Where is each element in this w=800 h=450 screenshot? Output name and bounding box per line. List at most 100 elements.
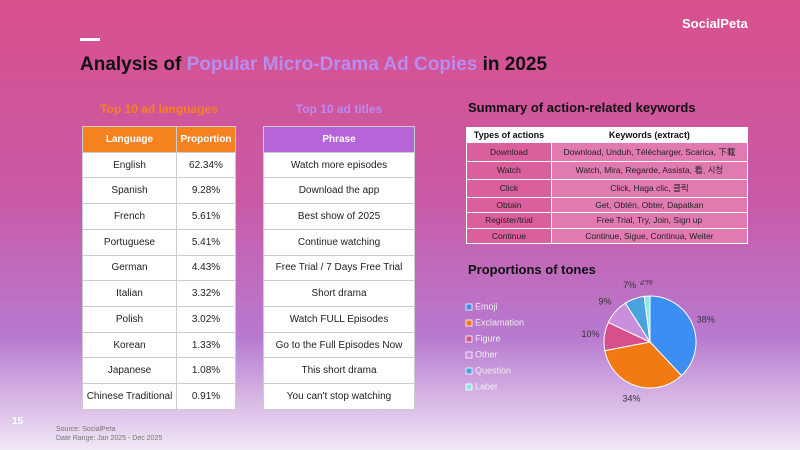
section-title: Top 10 ad languages — [100, 102, 218, 116]
pie-slice — [649, 295, 697, 377]
table-cell: Click — [466, 178, 552, 198]
table-cell: Watch — [466, 160, 552, 180]
header-cell: Keywords (extract) — [550, 126, 749, 144]
table-row: Free Trial / 7 Days Free Trial — [263, 254, 415, 282]
table-cell: Chinese Traditional — [82, 383, 177, 410]
table-cell: Free Trial / 7 Days Free Trial — [263, 254, 415, 282]
table-row: Watch Watch, Mira, Regarde, Assista, 看, 시… — [466, 160, 749, 180]
table-row: Spanish 9.28% — [82, 177, 236, 205]
table-row: Continue watching — [263, 228, 415, 256]
table-row: Polish 3.02% — [82, 306, 236, 333]
table-cell: 5.61% — [176, 203, 236, 230]
table-cell: Korean — [82, 331, 177, 359]
table-row: Watch more episodes — [263, 151, 415, 179]
date-range: Date Range: Jan 2025 - Dec 2025 — [56, 435, 163, 442]
table-row: Short drama — [263, 280, 415, 308]
table-row: Download Download, Unduh, Télécharger, Sc… — [466, 142, 749, 162]
table-cell: Continue watching — [263, 228, 415, 256]
table-cell: Watch more episodes — [263, 151, 415, 179]
header-row: Types of actions Keywords (extract) — [466, 126, 749, 144]
legend-label: Figure — [475, 333, 501, 343]
legend-swatch — [465, 303, 473, 311]
table-row: You can't stop watching — [263, 383, 415, 410]
header-cell: Types of actions — [466, 126, 552, 144]
table-cell: Free Trial, Try, Join, Sign up — [550, 212, 749, 229]
table-cell: Italian — [82, 280, 177, 308]
pie-slice — [604, 341, 683, 389]
table-cell: English — [82, 151, 177, 179]
logo: SocialPeta — [682, 16, 748, 31]
table-row: Italian 3.32% — [82, 280, 236, 308]
table-row: Obtain Get, Obtén, Obter, Dapatkan — [466, 196, 749, 214]
table-cell: Download the app — [263, 177, 415, 205]
slice-label: 34% — [622, 393, 640, 403]
table-cell: Go to the Full Episodes Now — [263, 331, 415, 359]
table-row: Best show of 2025 — [263, 203, 415, 230]
header-row: Phrase — [263, 126, 415, 153]
chart-title: Proportions of tones — [468, 262, 596, 277]
table-row: Watch FULL Episodes — [263, 306, 415, 333]
table-cell: 3.02% — [176, 306, 236, 333]
table-cell: Continue — [466, 227, 552, 245]
table: Language Proportion English 62.34% Spanish 9.… — [82, 126, 236, 410]
table-cell: Polish — [82, 306, 177, 333]
table-cell: Click, Haga clic, 클릭 — [550, 178, 749, 198]
table-cell: Best show of 2025 — [263, 203, 415, 230]
section-title: Summary of action-related keywords — [468, 100, 696, 115]
table: Phrase Watch more episodes Download the ap… — [263, 126, 415, 410]
accent-bar — [80, 38, 100, 41]
header-cell: Proportion — [176, 126, 236, 153]
page-number: 15 — [12, 416, 24, 427]
pie-chart: 38% Emoji 34% Exclamation 10% Figure 9% Other 7%… — [465, 280, 715, 403]
table-row: Download the app — [263, 177, 415, 205]
legend-label: Question — [475, 365, 511, 375]
legend-label: Label — [475, 381, 497, 391]
table-cell: Download, Unduh, Télécharger, Scarica, 下… — [550, 142, 749, 162]
table-cell: Japanese — [82, 357, 177, 385]
table-cell: Get, Obtén, Obter, Dapatkan — [550, 196, 749, 214]
legend-label: Emoji — [475, 301, 498, 311]
table-cell: French — [82, 203, 177, 230]
legend-swatch — [465, 351, 473, 359]
table-cell: This short drama — [263, 357, 415, 385]
header-cell: Language — [82, 126, 177, 153]
table-cell: 0.91% — [176, 383, 236, 410]
table-cell: 3.32% — [176, 280, 236, 308]
table-row: English 62.34% — [82, 151, 236, 179]
pie-slice — [643, 295, 651, 343]
table-cell: Register/trial — [466, 212, 552, 229]
table: Types of actions Keywords (extract) Downlo… — [466, 126, 749, 245]
table-row: Portuguese 5.41% — [82, 228, 236, 256]
table-cell: Portuguese — [82, 228, 177, 256]
section-title: Top 10 ad titles — [295, 102, 383, 116]
table-row: Japanese 1.08% — [82, 357, 236, 385]
legend-label: Other — [475, 349, 498, 359]
slice-label: 9% — [598, 297, 611, 307]
table-row: Continue Continue, Sigue, Continua, Weite… — [466, 227, 749, 245]
title-part: in 2025 — [477, 54, 548, 75]
table-row: Chinese Traditional 0.91% — [82, 383, 236, 410]
table-cell: Watch, Mira, Regarde, Assista, 看, 시청 — [550, 160, 749, 180]
slice-label: 10% — [581, 329, 599, 339]
title-highlight: Popular Micro-Drama Ad Copies — [186, 54, 478, 75]
table-row: Go to the Full Episodes Now — [263, 331, 415, 359]
legend-swatch — [465, 319, 473, 327]
header-row: Language Proportion — [82, 126, 236, 153]
table-row: Register/trial Free Trial, Try, Join, Sig… — [466, 212, 749, 229]
title: Analysis of Popular Micro-Drama Ad Copie… — [80, 54, 547, 76]
table-cell: German — [82, 254, 177, 282]
title-part: Analysis of — [80, 54, 187, 75]
table-row: French 5.61% — [82, 203, 236, 230]
table-row: This short drama — [263, 357, 415, 385]
table-cell: 62.34% — [176, 151, 236, 179]
table-cell: Download — [466, 142, 552, 162]
legend-label: Exclamation — [475, 317, 524, 327]
table-row: German 4.43% — [82, 254, 236, 282]
table-row: Click Click, Haga clic, 클릭 — [466, 178, 749, 198]
legend-swatch — [465, 335, 473, 343]
slice-label: 38% — [697, 314, 715, 324]
legend-swatch — [465, 367, 473, 375]
legend-swatch — [465, 383, 473, 391]
table-cell: 9.28% — [176, 177, 236, 205]
